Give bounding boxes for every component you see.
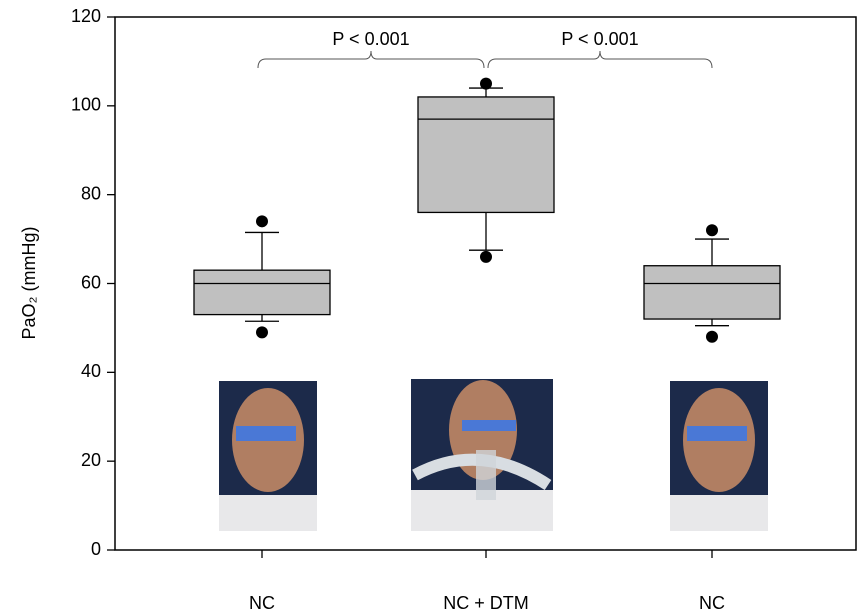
- photo: [670, 381, 768, 531]
- annotation: P < 0.001: [561, 29, 638, 49]
- photo: [219, 381, 317, 531]
- y-tick-label: 60: [81, 272, 101, 292]
- y-axis-label: PaO₂ (mmHg): [19, 227, 39, 340]
- outlier: [256, 215, 268, 227]
- bracket: [258, 51, 484, 68]
- outlier: [706, 331, 718, 343]
- y-tick-label: 100: [71, 95, 101, 115]
- y-tick-label: 120: [71, 6, 101, 26]
- y-tick-label: 80: [81, 183, 101, 203]
- bracket: [488, 51, 712, 68]
- outlier: [480, 251, 492, 263]
- box: [644, 266, 780, 319]
- outlier: [256, 326, 268, 338]
- outlier: [480, 78, 492, 90]
- y-tick-label: 40: [81, 361, 101, 381]
- box: [418, 97, 554, 212]
- x-tick-label: NC: [249, 593, 275, 613]
- photo: [411, 379, 553, 531]
- chart: PaO₂ (mmHg) 0 20 40 60 80 100 120 NC NC + DTM NC P…: [0, 0, 859, 615]
- x-tick-label: NC + DTM: [443, 593, 529, 613]
- y-tick-label: 0: [91, 539, 101, 559]
- y-tick-label: 20: [81, 450, 101, 470]
- x-tick-label: NC: [699, 593, 725, 613]
- box: [194, 270, 330, 314]
- annotation: P < 0.001: [332, 29, 409, 49]
- outlier: [706, 224, 718, 236]
